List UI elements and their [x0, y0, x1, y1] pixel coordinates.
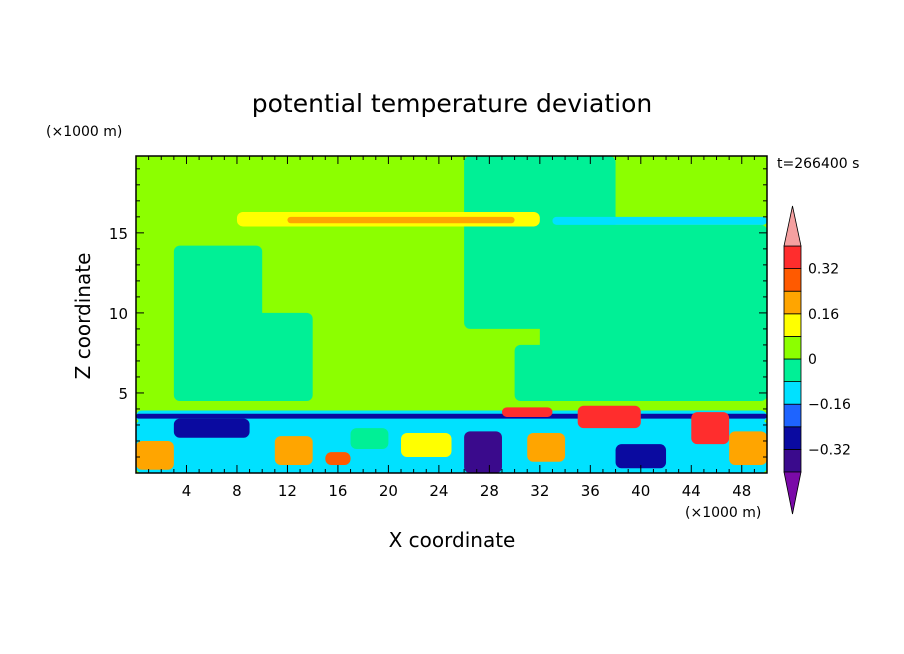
colorbar-upper-arrow	[783, 205, 802, 247]
field-region	[615, 444, 667, 469]
field-region	[274, 436, 313, 465]
x-axis-label: X coordinate	[389, 528, 516, 552]
x-tick-label: 24	[429, 482, 448, 500]
x-tick-label: 36	[581, 482, 600, 500]
field-region	[464, 431, 502, 473]
colorbar-box	[783, 358, 802, 383]
field-region	[136, 413, 767, 419]
colorbar-box	[783, 426, 802, 450]
colorbar-tick-label: 0.32	[808, 262, 839, 278]
y-tick-label: 5	[118, 385, 128, 403]
x-unit-label: (×1000 m)	[685, 505, 761, 521]
time-label: t=266400 s	[777, 156, 859, 172]
y-tick-label: 10	[109, 305, 128, 323]
colorbar-lower-arrow	[783, 471, 802, 515]
plot-area	[136, 156, 767, 473]
colorbar-tick-label: −0.32	[808, 442, 851, 458]
field-region	[136, 440, 174, 470]
colorbar-tick-label: 0	[808, 352, 817, 368]
colorbar-tick-label: −0.16	[808, 397, 851, 413]
x-tick-label: 28	[480, 482, 499, 500]
field-region	[325, 452, 351, 465]
field-region	[136, 156, 200, 209]
chart-title: potential temperature deviation	[252, 89, 652, 118]
colorbar-box	[783, 381, 802, 405]
colorbar-box	[783, 290, 802, 315]
x-tick-label: 20	[379, 482, 398, 500]
field-region	[501, 407, 553, 417]
y-unit-label: (×1000 m)	[46, 124, 122, 140]
y-axis-label: Z coordinate	[71, 253, 95, 380]
colorbar-box	[783, 403, 802, 428]
y-tick-label: 15	[109, 225, 128, 243]
colorbar-box	[783, 245, 802, 270]
x-tick-label: 48	[732, 482, 751, 500]
field-region	[691, 412, 730, 445]
field-region	[527, 432, 566, 462]
field-region	[401, 432, 452, 457]
colorbar-box	[783, 448, 802, 473]
x-tick-label: 32	[530, 482, 549, 500]
field-region	[577, 405, 641, 429]
field-region	[249, 312, 313, 401]
colorbar-box	[783, 335, 802, 360]
field-region	[173, 245, 263, 401]
x-tick-label: 40	[631, 482, 650, 500]
field-region	[539, 224, 767, 401]
x-tick-label: 12	[278, 482, 297, 500]
x-tick-label: 8	[232, 482, 242, 500]
x-tick-label: 16	[328, 482, 347, 500]
field-region	[552, 216, 767, 225]
x-tick-label: 44	[682, 482, 701, 500]
field-region	[173, 418, 250, 438]
field-region	[729, 431, 767, 465]
colorbar-box	[783, 313, 802, 337]
field-region	[350, 428, 389, 449]
colorbar-tick-label: 0.16	[808, 307, 839, 323]
field-region	[287, 216, 515, 224]
colorbar: 0.32 0.16 0 −0.16 −0.32	[783, 205, 851, 515]
x-tick-label: 4	[182, 482, 192, 500]
colorbar-box	[783, 268, 802, 292]
